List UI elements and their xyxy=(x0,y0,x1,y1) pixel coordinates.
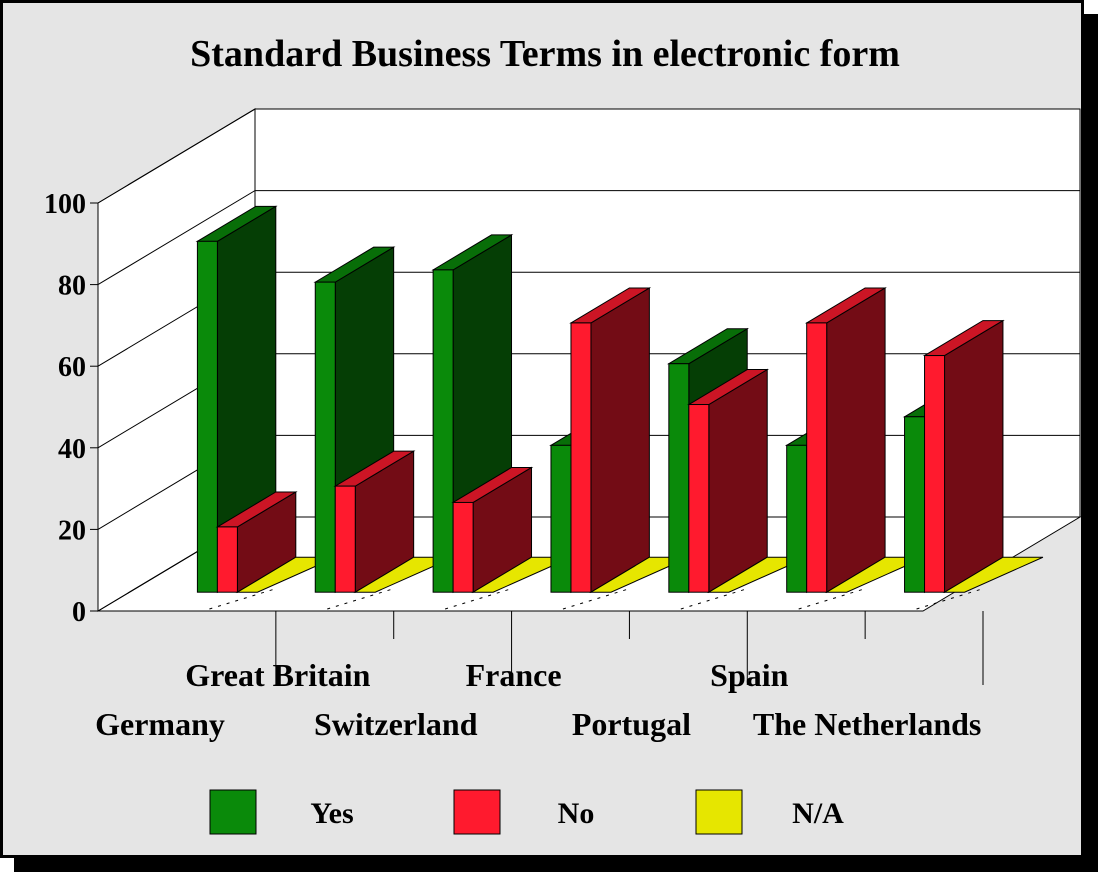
gridline xyxy=(97,190,1080,286)
legend-label: N/A xyxy=(792,797,844,830)
legend-swatch xyxy=(695,789,743,835)
x-tick-label: Switzerland xyxy=(314,706,478,742)
y-tick-label: 40 xyxy=(58,434,86,465)
y-tick-label: 0 xyxy=(72,597,86,628)
floor-dash xyxy=(562,587,632,610)
legend-swatch xyxy=(209,789,257,835)
legend: Yes No N/A xyxy=(209,789,844,835)
x-axis-labels: Germany Great Britain Switzerland France Por… xyxy=(95,611,984,742)
y-tick-label: 20 xyxy=(58,515,86,546)
y-tick-label: 80 xyxy=(58,271,86,302)
bar-no xyxy=(804,287,887,594)
bar-no xyxy=(922,319,1005,594)
legend-item: N/A xyxy=(695,789,844,835)
floor-dash xyxy=(680,587,749,610)
x-tick-label: The Netherlands xyxy=(753,706,981,742)
legend-label: Yes xyxy=(310,797,353,830)
x-tick-label: France xyxy=(466,657,562,693)
bar-yes xyxy=(195,205,278,594)
chart-bars xyxy=(195,205,1044,594)
bar-no xyxy=(215,491,298,594)
floor-dash xyxy=(209,587,278,610)
x-tick-label: Portugal xyxy=(572,706,691,742)
legend-label: No xyxy=(558,797,595,830)
bar-n-a xyxy=(942,556,1044,593)
y-tick-label: 60 xyxy=(58,352,86,383)
bar-no xyxy=(687,368,770,594)
legend-item: No xyxy=(453,789,595,835)
floor-dash xyxy=(916,587,985,610)
floor-dash xyxy=(327,587,396,610)
x-tick-label: Spain xyxy=(710,657,788,693)
x-tick-label: Great Britain xyxy=(185,657,370,693)
y-axis-ticks: 0 20 40 60 80 100 xyxy=(44,189,98,628)
bar-no xyxy=(569,287,652,594)
legend-item: Yes xyxy=(209,789,354,835)
gridline xyxy=(97,108,1080,204)
bar-no xyxy=(333,450,416,594)
legend-swatch xyxy=(453,789,501,835)
y-tick-label: 100 xyxy=(44,189,86,220)
floor-dash xyxy=(798,587,867,610)
floor-dash xyxy=(444,587,514,610)
chart-title: Standard Business Terms in electronic fo… xyxy=(190,33,900,75)
x-tick-label: Germany xyxy=(95,706,225,742)
